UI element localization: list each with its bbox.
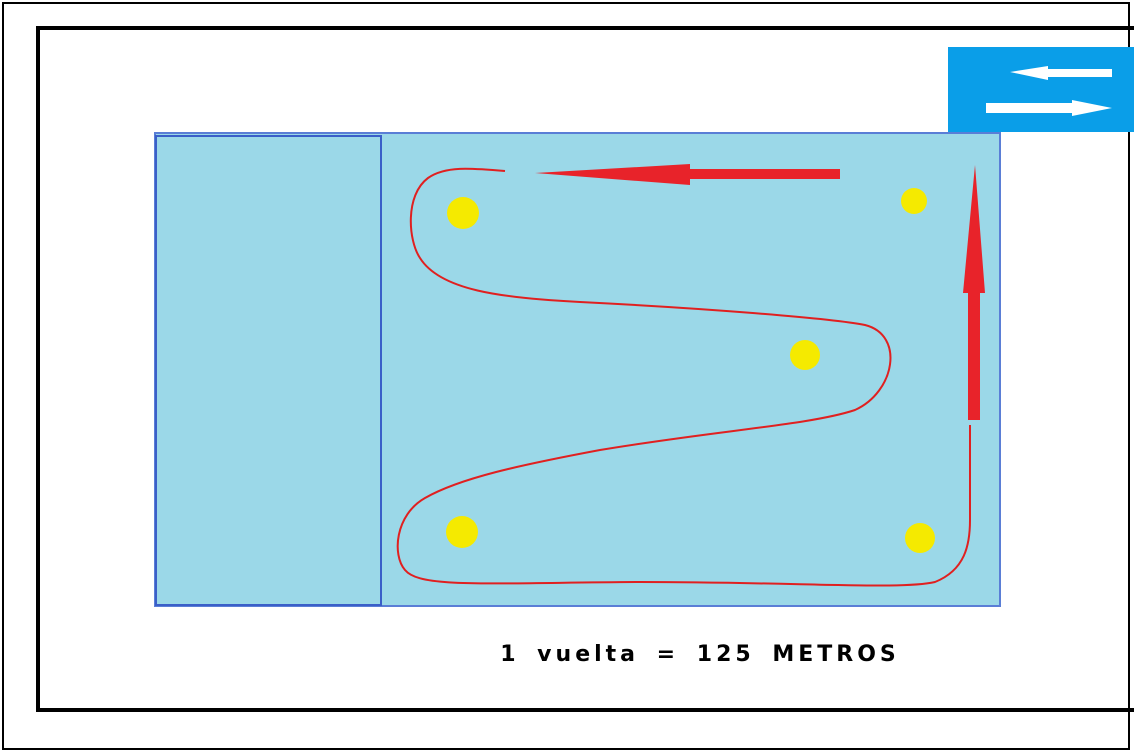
direction-sign-background bbox=[948, 47, 1134, 132]
pool-left-section bbox=[155, 135, 382, 606]
top-direction-arrow bbox=[535, 164, 840, 185]
left-arrow bbox=[1010, 66, 1112, 80]
marker-bottom-left bbox=[446, 516, 478, 548]
marker-top-right bbox=[901, 188, 927, 214]
swim-route-line bbox=[396, 167, 971, 587]
marker-middle bbox=[790, 340, 820, 370]
two-way-arrows-icon bbox=[948, 47, 1134, 132]
marker-top-left bbox=[447, 197, 479, 229]
right-direction-arrow bbox=[963, 165, 985, 420]
distance-caption: 1 vuelta = 125 METROS bbox=[500, 642, 900, 667]
marker-bottom-right bbox=[905, 523, 935, 553]
right-arrow bbox=[986, 100, 1112, 116]
inner-frame bbox=[36, 26, 1134, 712]
